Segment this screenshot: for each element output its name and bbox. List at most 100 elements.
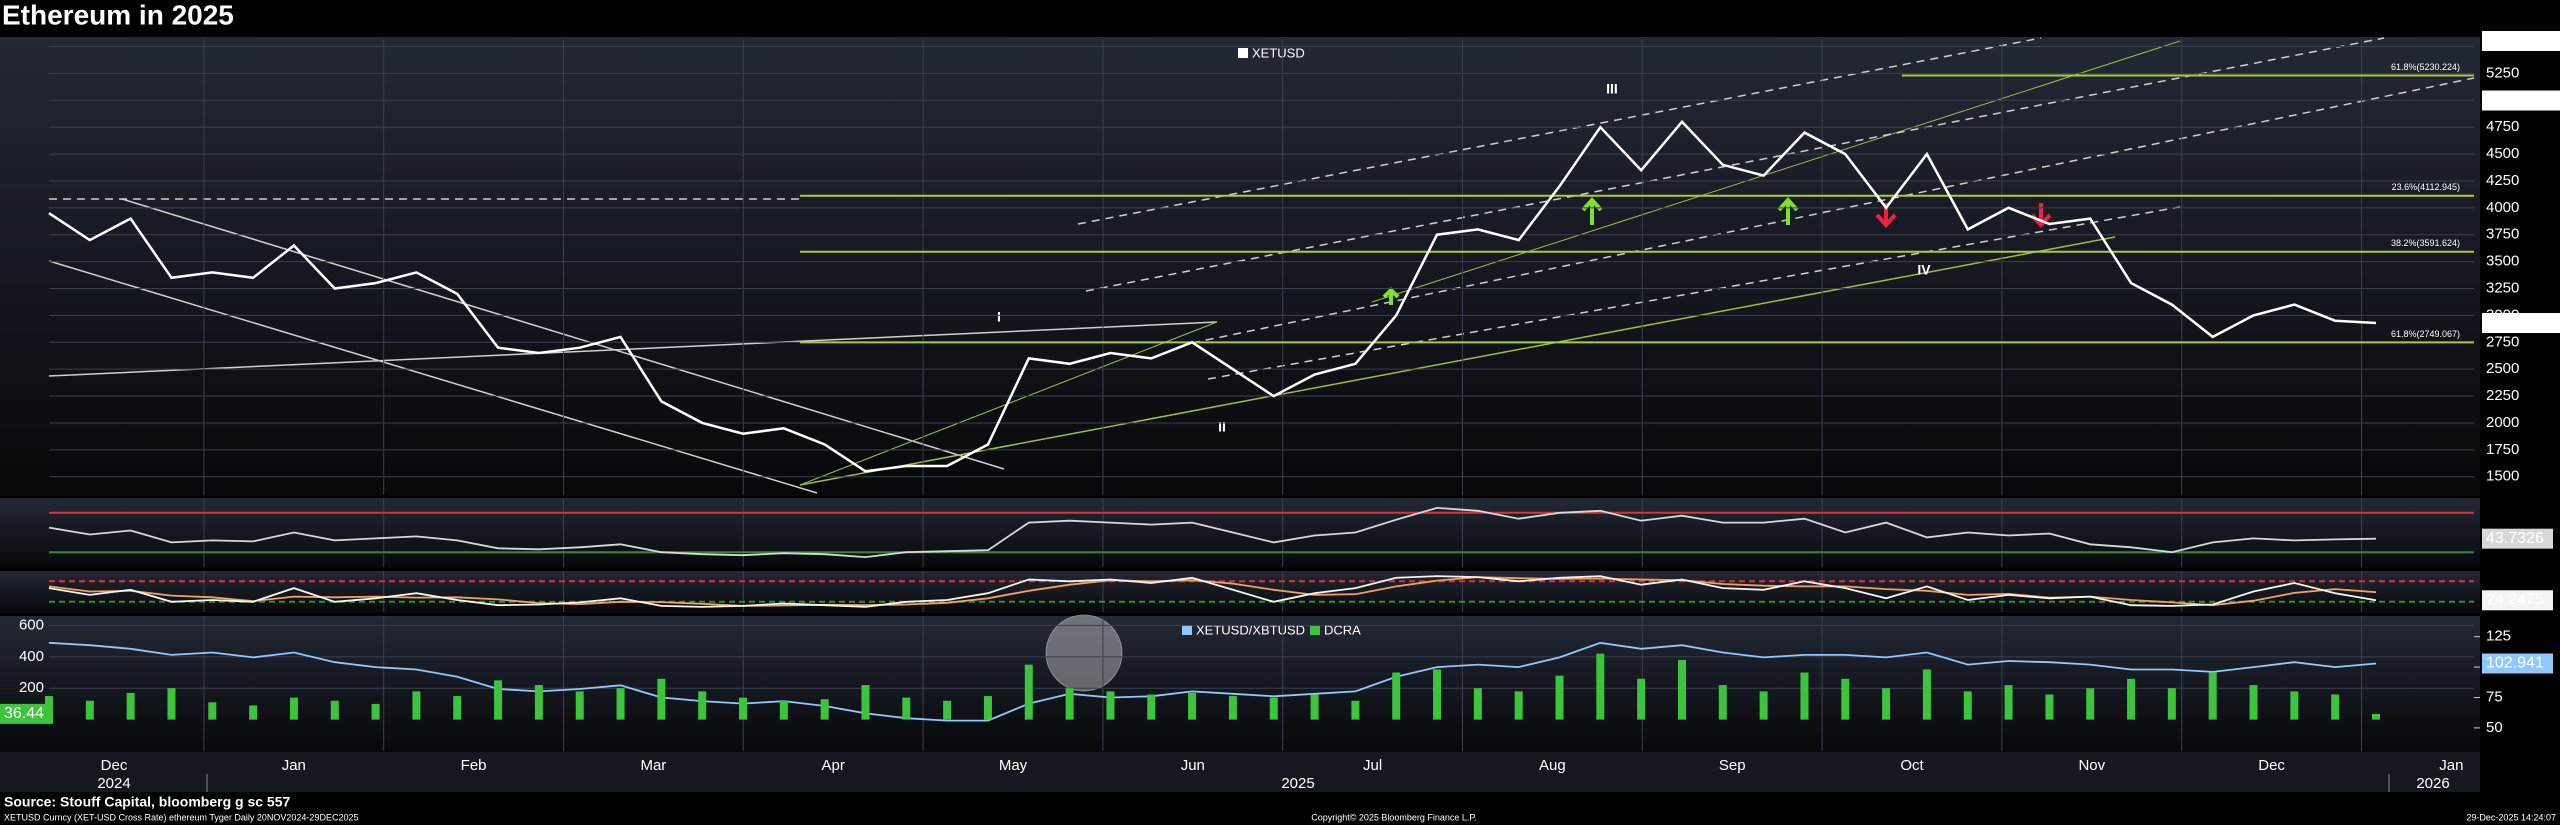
bar [2249, 685, 2258, 720]
x-tick-label: Dec [2258, 757, 2285, 774]
series-line [48, 575, 2377, 608]
bar [1882, 688, 1891, 720]
arrow-up [1777, 197, 1799, 225]
chart-title: Ethereum in 2025 [2, 0, 234, 30]
bar [1596, 653, 1605, 720]
legend-swatch [1238, 48, 1248, 58]
channel-line [1077, 37, 2042, 225]
panel-bg [0, 616, 2480, 752]
bar [1759, 691, 1768, 720]
wave-label: I [997, 309, 1001, 325]
copyright: Copyright© 2025 Bloomberg Finance L.P. [1311, 812, 1477, 822]
fib-label: 61.8%(2749.067) [2391, 329, 2460, 339]
panel-bg [0, 37, 2480, 496]
bar [1228, 696, 1237, 720]
y2-tick-label: 50 [2486, 719, 2503, 736]
value-badge [2482, 528, 2553, 549]
bar [1800, 672, 1809, 720]
value-badge [2482, 31, 2560, 51]
value-badge-label: 102.941 [2486, 655, 2544, 672]
y-tick-label: 4750 [2486, 118, 2519, 135]
y-tick-label: 4000 [2486, 199, 2519, 216]
bar [1147, 694, 1156, 720]
bar [1106, 691, 1115, 720]
wave-label: III [1606, 81, 1618, 97]
y-tick-label: 2750 [2486, 333, 2519, 350]
legend-label: DCRA [1324, 622, 1361, 637]
bar [698, 691, 707, 720]
bar [575, 691, 584, 720]
bar [1269, 697, 1278, 720]
timestamp: 29-Dec-2025 14:24:07 [2466, 812, 2556, 822]
x-tick-label: Aug [1539, 757, 1566, 774]
y-tick-label: 600 [19, 616, 44, 633]
bar [943, 700, 952, 720]
bar [2004, 685, 2013, 720]
bar [2372, 713, 2380, 720]
x-tick-label: Dec [101, 757, 128, 774]
fib-label: 61.8%(5230.224) [2391, 62, 2460, 72]
value-badge-label: 2929.345 [2486, 314, 2553, 331]
value-badge [2482, 312, 2560, 333]
value-badge-label: 43.7326 [2486, 530, 2544, 547]
bar [739, 697, 748, 720]
bar [1677, 659, 1686, 720]
x-tick-label: Jan [282, 757, 306, 774]
year-label: 2026 [2416, 775, 2449, 792]
x-tick-label: Jun [1181, 757, 1205, 774]
bar [820, 699, 829, 720]
y-tick-label: 4250 [2486, 172, 2519, 189]
panel-bg [0, 498, 2480, 568]
bar [167, 688, 176, 720]
bar [126, 692, 135, 720]
bar [1922, 669, 1931, 720]
series-line [48, 506, 2377, 559]
bar [453, 696, 462, 720]
year-label: 2025 [1281, 775, 1314, 792]
x-tick-label: Feb [461, 757, 487, 774]
y-tick-label: 200 [19, 679, 44, 696]
wave-label: II [1218, 419, 1226, 435]
bar [371, 703, 380, 720]
y2-tick-label: 125 [2486, 628, 2511, 645]
bar [2167, 688, 2176, 720]
value-badge-label: 24.2475 [2486, 592, 2544, 609]
bar [2290, 691, 2299, 720]
bar [1188, 692, 1197, 720]
y-tick-label: 400 [19, 648, 44, 665]
value-badge [2482, 590, 2553, 611]
y-tick-label: 4500 [2486, 145, 2519, 162]
y-tick-label: 2500 [2486, 360, 2519, 377]
channel-line [1085, 37, 2385, 292]
y-tick-label: 3500 [2486, 253, 2519, 270]
bar [2086, 688, 2095, 720]
bar [2127, 678, 2136, 720]
bar [2208, 672, 2217, 720]
x-tick-label: Nov [2078, 757, 2105, 774]
bar [1841, 678, 1850, 720]
bar [902, 697, 911, 720]
trend-line [48, 260, 818, 494]
legend-label: XETUSD/XBTUSD [1196, 622, 1305, 637]
x-tick-label: May [999, 757, 1028, 774]
arrow-up [1382, 287, 1400, 305]
value-badge-label: 36.44 [4, 705, 44, 722]
x-tick-label: Jan [2439, 757, 2463, 774]
y-tick-label: 5250 [2486, 64, 2519, 81]
value-badge-label: 5570.385 [2486, 32, 2553, 49]
x-tick-label: Apr [822, 757, 845, 774]
legend-swatch [1182, 625, 1192, 635]
fib-label: 23.6%(4112.945) [2392, 182, 2460, 192]
bar [1310, 694, 1319, 720]
legend-label: XETUSD [1252, 45, 1305, 60]
bar [494, 680, 503, 720]
value-badge-label: 4998.023 [2486, 92, 2553, 109]
bar [1392, 672, 1401, 720]
bar [983, 696, 992, 720]
value-badge [2482, 653, 2553, 674]
legend-swatch [1310, 625, 1320, 635]
bar [249, 705, 258, 720]
bar [85, 700, 94, 720]
